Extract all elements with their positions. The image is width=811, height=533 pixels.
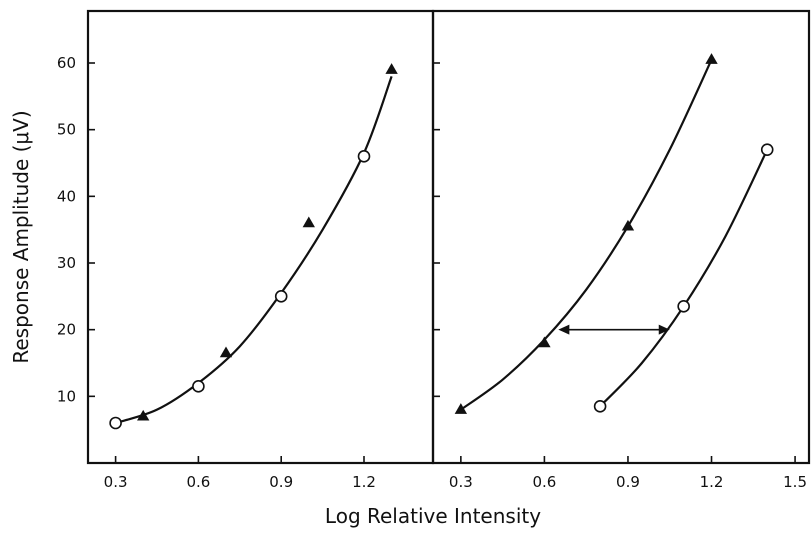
y-tick-label: 20 — [57, 321, 76, 339]
frame-left-panel — [86, 9, 435, 465]
triangle-point — [385, 63, 398, 74]
x-tick-label: 1.5 — [783, 473, 807, 491]
y-axis-title: Response Amplitude (μV) — [9, 110, 33, 363]
x-tick-label: 0.9 — [269, 473, 293, 491]
y-tick-label: 40 — [57, 187, 76, 205]
x-tick-label: 1.2 — [700, 473, 724, 491]
circle-point — [593, 400, 607, 413]
panel-right: 0.3 0.6 0.9 1.2 1.5 — [433, 53, 807, 491]
circle-point — [677, 300, 690, 313]
circle-point — [192, 380, 205, 393]
triangle-point — [219, 346, 233, 358]
triangle-point — [302, 216, 315, 228]
y-tick-label: 50 — [57, 121, 76, 139]
triangle-point — [621, 219, 635, 231]
fit-curve — [460, 59, 713, 411]
circle-point — [109, 416, 122, 430]
triangle-point — [137, 409, 150, 421]
fit-curve — [599, 149, 769, 408]
x-tick-label: 1.2 — [352, 473, 376, 491]
triangle-point — [705, 53, 718, 64]
y-tick-label: 10 — [57, 387, 76, 405]
arrow-head-left — [558, 324, 570, 335]
circle-point — [357, 150, 371, 163]
circle-point — [274, 290, 288, 303]
x-axis-title: Log Relative Intensity — [325, 504, 541, 528]
circle-point — [760, 143, 774, 156]
triangle-point — [454, 403, 468, 414]
x-tick-label: 0.6 — [186, 473, 210, 491]
y-tick-label: 30 — [57, 254, 76, 272]
arrow-head-right — [658, 324, 670, 335]
triangle-point — [538, 336, 551, 348]
y-tick-label: 60 — [57, 54, 76, 72]
panel-left: 0.3 0.6 0.9 1.2 10 20 30 40 50 60 — [57, 54, 398, 491]
x-tick-label: 0.3 — [104, 473, 128, 491]
fit-curve — [115, 75, 393, 425]
x-tick-label: 0.6 — [532, 473, 556, 491]
frame-right-panel — [431, 9, 811, 465]
x-tick-label: 0.3 — [449, 473, 473, 491]
x-tick-label: 0.9 — [616, 473, 640, 491]
